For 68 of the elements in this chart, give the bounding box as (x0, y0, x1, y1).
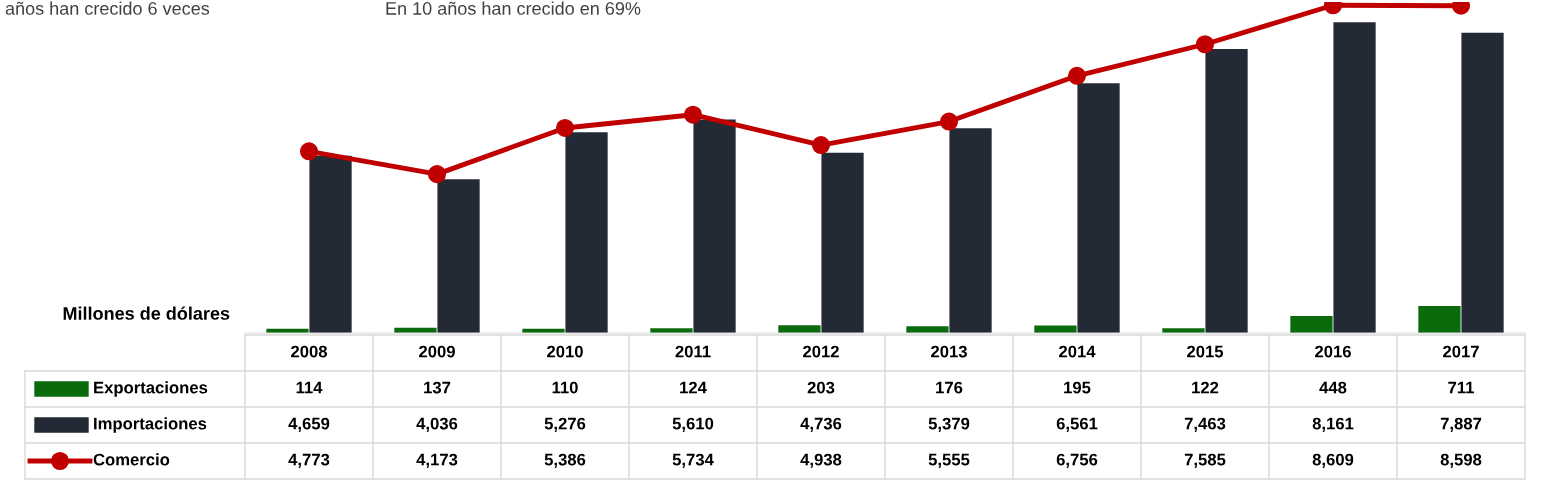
bar (949, 128, 992, 333)
bar (1333, 22, 1376, 333)
point (811, 135, 831, 155)
point (427, 165, 447, 184)
bar (1418, 305, 1461, 333)
x-tick-label: 2011 (675, 345, 711, 358)
data-label: 6,756 (1056, 453, 1098, 468)
data-label: 5,386 (544, 453, 586, 468)
data-label: 8,609 (1312, 453, 1354, 468)
bar (1205, 48, 1248, 333)
text: años han crecido 6 veces (5, 1, 210, 15)
point (1067, 66, 1087, 85)
point (939, 112, 959, 131)
x-tick-label: 2009 (419, 345, 455, 358)
x-tick-label: 2010 (547, 345, 583, 358)
bar (906, 326, 949, 333)
bar (778, 325, 821, 333)
point (683, 105, 703, 124)
data-label: 124 (680, 381, 707, 394)
data-label: 4,736 (800, 417, 842, 432)
data-label: 122 (1192, 381, 1219, 394)
bar (693, 119, 736, 333)
legend-label: Comercio (93, 453, 170, 466)
data-label: 711 (1448, 381, 1474, 394)
data-label: 4,938 (800, 453, 842, 468)
bar (437, 179, 480, 333)
data-label: 195 (1064, 381, 1091, 394)
bar (565, 132, 608, 333)
data-label: 7,463 (1184, 417, 1226, 432)
legend-label: Importaciones (94, 417, 207, 433)
data-label: 5,610 (672, 417, 714, 432)
data-label: 5,555 (928, 453, 970, 468)
data-label: 8,598 (1440, 453, 1482, 468)
data-label: 7,585 (1184, 453, 1226, 468)
data-label: 110 (552, 381, 578, 394)
point (299, 142, 319, 161)
y-axis-title: Millones de dólares (63, 306, 230, 320)
x-tick-label: 2016 (1315, 345, 1351, 358)
bar (1290, 315, 1333, 333)
data-label: 4,036 (416, 417, 458, 432)
x-tick-label: 2012 (803, 345, 839, 358)
bar (309, 155, 352, 333)
bar (1461, 32, 1504, 333)
data-label: 448 (1319, 381, 1347, 394)
data-label: 5,379 (928, 417, 970, 432)
annotation: En 10 años han crecido en 69% (386, 1, 641, 15)
x-tick-label: 2013 (931, 345, 967, 358)
data-label: 4,659 (288, 417, 330, 432)
data-label: 8,161 (1312, 417, 1354, 432)
data-label: 176 (936, 381, 963, 394)
data-label: 4,773 (288, 453, 330, 468)
bar (1077, 83, 1120, 333)
data-label: 7,887 (1440, 417, 1482, 432)
x-tick-label: 2015 (1187, 345, 1224, 358)
data-label: 4,173 (416, 453, 458, 468)
data-label: 6,561 (1056, 417, 1098, 432)
legend-label: Exportaciones (94, 381, 208, 397)
data-label: 137 (424, 381, 451, 394)
data-label: 114 (296, 381, 323, 394)
data-label: 203 (807, 381, 835, 394)
point (555, 118, 575, 137)
x-tick-label: 2014 (1059, 345, 1096, 358)
point (1195, 35, 1215, 54)
bar (821, 152, 864, 333)
data-label: 5,276 (544, 417, 586, 432)
data-label: 5,734 (672, 453, 714, 468)
x-tick-label: 2017 (1443, 345, 1479, 358)
x-tick-label: 2008 (291, 345, 328, 358)
